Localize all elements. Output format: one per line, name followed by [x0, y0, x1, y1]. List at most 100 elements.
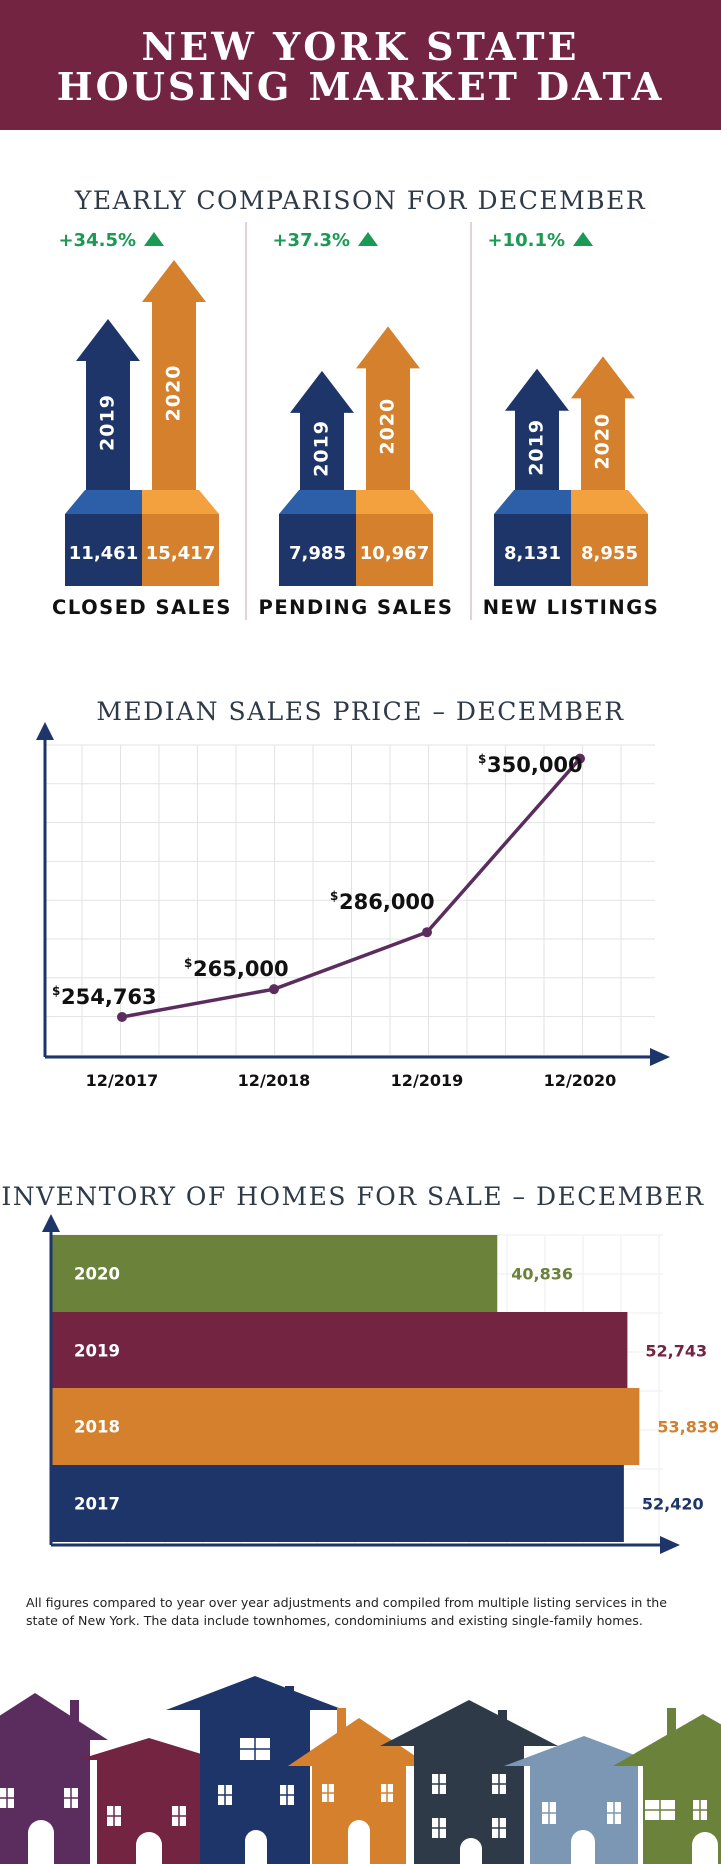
- x-tick-label: 12/2018: [238, 1071, 311, 1090]
- data-point: [269, 984, 279, 995]
- door-icon: [571, 1830, 595, 1864]
- plinth-front: [142, 514, 219, 586]
- window-icon: [172, 1806, 186, 1826]
- chimney: [667, 1708, 676, 1738]
- up-triangle-icon: [144, 232, 164, 246]
- door-icon: [692, 1832, 718, 1864]
- plinth-front: [494, 514, 571, 586]
- arrow-bar: [356, 326, 420, 490]
- inventory-title: INVENTORY OF HOMES FOR SALE – DECEMBER: [1, 1182, 704, 1211]
- x-tick-label: 12/2020: [544, 1071, 617, 1090]
- window-icon: [607, 1802, 621, 1824]
- value-label: 52,743: [645, 1342, 707, 1361]
- house-roof: [0, 1693, 108, 1740]
- yearly-comparison-groups: 2019 2020 11,461 15,417 +34.5% CLOSED SALES 20…: [52, 230, 660, 619]
- arrow-bar: [290, 370, 354, 490]
- houses-skyline: [0, 1676, 721, 1864]
- door-icon: [460, 1838, 482, 1864]
- bar: [51, 1388, 640, 1465]
- value-label-a: 7,985: [289, 543, 346, 564]
- window-icon: [432, 1774, 446, 1794]
- plinth-top: [494, 490, 571, 514]
- window-icon: [645, 1800, 675, 1820]
- plinth-top: [356, 490, 433, 514]
- category-label: 2018: [74, 1418, 120, 1437]
- x-axis-arrow-icon: [650, 1048, 670, 1066]
- bar: [51, 1312, 628, 1389]
- value-label-b: 8,955: [581, 543, 638, 564]
- arrow-year-label: 2020: [592, 413, 614, 470]
- bar: [51, 1235, 498, 1312]
- window-icon: [432, 1818, 446, 1838]
- door-icon: [348, 1820, 370, 1864]
- value-label-a: 8,131: [504, 543, 561, 564]
- value-label-b: 10,967: [360, 543, 429, 564]
- data-label: 350,000: [487, 753, 583, 777]
- window-icon: [322, 1784, 334, 1802]
- data-point: [422, 927, 432, 938]
- data-point: [575, 753, 585, 764]
- plinth-top: [571, 490, 648, 514]
- door-icon: [136, 1832, 162, 1864]
- footnote-line1: All figures compared to year over year a…: [26, 1595, 667, 1610]
- plinth-front: [279, 514, 356, 586]
- category-label: 2019: [74, 1342, 120, 1361]
- data-label: 254,763: [61, 985, 157, 1009]
- currency-symbol: $: [52, 984, 60, 998]
- house-roof: [77, 1738, 221, 1760]
- window-icon: [0, 1788, 14, 1808]
- arrow-bar: [505, 368, 569, 490]
- currency-symbol: $: [330, 889, 338, 903]
- window-icon: [107, 1806, 121, 1826]
- window-icon: [492, 1774, 506, 1794]
- group-label: PENDING SALES: [259, 596, 454, 619]
- window-icon: [240, 1738, 270, 1760]
- up-triangle-icon: [573, 232, 593, 246]
- y-axis-arrow-icon: [42, 1214, 60, 1232]
- currency-symbol: $: [184, 956, 192, 970]
- y-axis-arrow-icon: [36, 722, 54, 740]
- plinth-top: [279, 490, 356, 514]
- arrow-bar: [142, 260, 206, 490]
- group-label: CLOSED SALES: [52, 596, 232, 619]
- house-roof: [380, 1700, 558, 1746]
- footnote-line2: state of New York. The data include town…: [26, 1613, 643, 1628]
- arrow-year-label: 2019: [311, 420, 333, 477]
- window-icon: [64, 1788, 78, 1808]
- chimney: [337, 1708, 346, 1742]
- median-price-chart: 12/2017 12/2018 12/2019 12/2020$ 254,763$ 265…: [36, 722, 670, 1090]
- window-icon: [492, 1818, 506, 1838]
- house-roof: [613, 1714, 721, 1766]
- value-label: 53,839: [657, 1418, 719, 1437]
- series-line: [121, 757, 582, 1019]
- yearly-comparison-title: YEARLY COMPARISON FOR DECEMBER: [74, 186, 646, 215]
- arrow-year-label: 2020: [377, 398, 399, 455]
- bar: [51, 1465, 624, 1542]
- window-icon: [542, 1802, 556, 1824]
- header-title-line1: NEW YORK STATE: [142, 24, 580, 69]
- value-label: 40,836: [511, 1265, 573, 1284]
- door-icon: [28, 1820, 54, 1864]
- window-icon: [280, 1785, 294, 1805]
- data-label: 286,000: [339, 890, 435, 914]
- arrow-year-label: 2020: [163, 365, 185, 422]
- change-label: +37.3%: [272, 230, 350, 251]
- value-label: 52,420: [642, 1495, 704, 1514]
- arrow-year-label: 2019: [97, 394, 119, 451]
- house-roof: [166, 1676, 344, 1710]
- window-icon: [218, 1785, 232, 1805]
- group-label: NEW LISTINGS: [483, 596, 660, 619]
- category-label: 2017: [74, 1495, 120, 1514]
- house-roof: [504, 1736, 664, 1766]
- plinth-front: [65, 514, 142, 586]
- currency-symbol: $: [478, 752, 486, 766]
- header-banner: [0, 0, 721, 130]
- x-axis-arrow-icon: [660, 1536, 680, 1554]
- change-label: +34.5%: [58, 230, 136, 251]
- data-point: [117, 1011, 127, 1022]
- header-title-line2: HOUSING MARKET DATA: [57, 64, 664, 109]
- plinth-top: [142, 490, 219, 514]
- house-roof: [288, 1718, 430, 1766]
- plinth-front: [356, 514, 433, 586]
